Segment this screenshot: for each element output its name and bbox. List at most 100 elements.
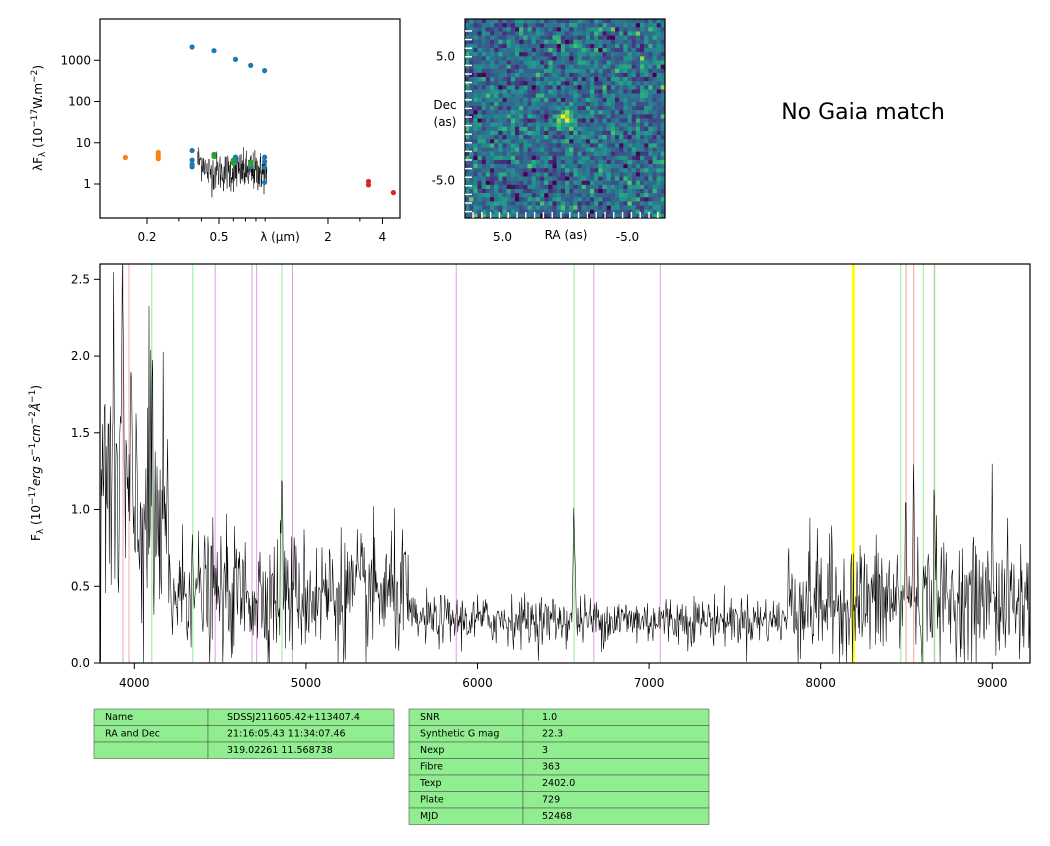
image-pixel [506,114,512,119]
image-pixel [619,31,624,36]
image-pixel [565,197,570,202]
image-pixel [594,147,599,152]
image-pixel [615,27,620,32]
image-pixel [635,197,641,202]
image-pixel [465,184,470,190]
image-pixel [648,155,653,161]
image-pixel [519,159,524,165]
image-pixel [498,35,503,40]
image-pixel [656,48,662,53]
image-pixel [606,101,612,107]
image-pixel [469,176,474,181]
image-pixel [660,118,666,123]
image-pixel [535,155,541,161]
image-pixel [515,64,520,69]
image-pixel [573,213,578,219]
image-pixel [506,155,512,161]
image-pixel [610,151,616,157]
table-key: RA and Dec [105,729,160,740]
image-pixel [485,48,491,53]
image-pixel [502,184,507,190]
image-pixel [598,31,603,36]
image-pixel [473,184,478,190]
image-pixel [527,205,532,210]
image-pixel [615,180,620,186]
image-pixel [548,68,553,74]
image-pixel [544,48,549,53]
image-pixel [531,89,537,94]
image-pixel [560,39,566,45]
image-pixel [477,43,482,49]
image-pixel [640,193,645,198]
image-pixel [515,122,520,128]
image-pixel [490,72,495,78]
image-pixel [602,147,607,152]
image-pixel [535,23,541,28]
image-pixel [652,151,657,157]
image-pixel [481,60,487,65]
image-pixel [648,201,653,206]
image-pixel [465,85,470,90]
image-pixel [465,52,470,57]
image-pixel [644,23,649,28]
image-pixel [610,72,616,78]
image-pixel [502,168,507,173]
image-pixel [573,19,578,24]
image-pixel [556,43,562,49]
image-pixel [473,159,478,165]
image-pixel [498,52,503,57]
image-pixel [569,43,574,49]
image-pixel [510,176,516,181]
image-pixel [502,159,507,165]
image-pixel [494,81,499,86]
image-pixel [490,106,495,111]
image-pixel [577,135,582,140]
image-pixel [610,64,616,69]
image-pixel [535,188,541,194]
image-pixel [469,60,474,65]
image-pixel [544,151,549,157]
image-pixel [560,19,566,24]
image-pixel [640,143,645,148]
image-pixel [606,23,612,28]
image-pixel [523,27,528,32]
image-pixel [502,77,507,82]
image-pixel [519,122,524,128]
image-pixel [635,64,641,69]
image-pixel [602,205,607,210]
image-pixel [548,89,553,94]
image-pixel [656,143,662,148]
image-pixel [569,35,574,40]
image-pixel [556,93,562,99]
image-pixel [640,213,645,219]
image-pixel [556,35,562,40]
image-pixel [619,56,624,61]
image-pixel [523,81,528,86]
image-pixel [465,27,470,32]
image-pixel [510,97,516,103]
image-pixel [531,77,537,82]
image-pixel [485,68,491,74]
image-pixel [531,27,537,32]
image-pixel [560,64,566,69]
image-pixel [635,35,641,40]
image-pixel [656,168,662,173]
image-pixel [515,209,520,215]
image-pixel [465,35,470,40]
image-pixel [627,147,632,152]
image-pixel [581,193,587,198]
image-pixel [577,176,582,181]
image-pixel [481,147,487,152]
image-pixel [581,101,587,107]
image-pixel [585,97,591,103]
image-pixel [656,159,662,165]
image-pixel [540,201,545,206]
image-pixel [598,176,603,181]
image-pixel [548,72,553,78]
image-pixel [523,48,528,53]
image-pixel [581,164,587,169]
image-pixel [473,56,478,61]
image-pixel [527,106,532,111]
image-pixel [648,172,653,177]
image-pixel [540,110,545,115]
